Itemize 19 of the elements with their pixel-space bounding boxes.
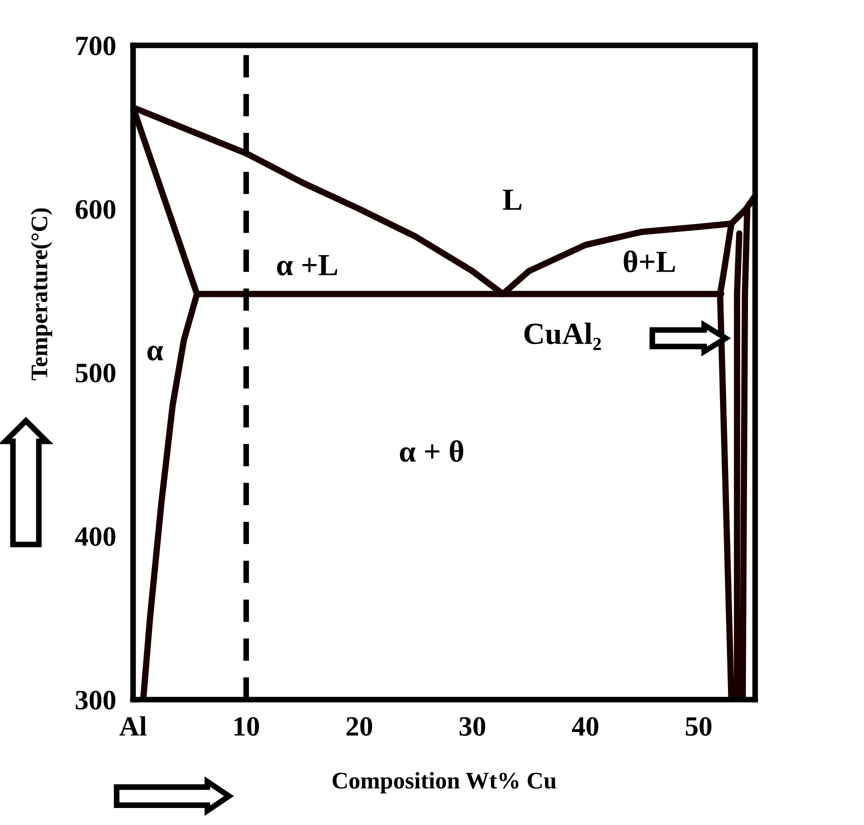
x-tick-label: 30 — [460, 717, 486, 736]
x-tick-label: Al — [119, 716, 146, 736]
y-tick-label: 300 — [76, 690, 116, 710]
y-tick-label: 500 — [76, 364, 116, 382]
annotation: θ+L — [624, 250, 675, 272]
annotation: α — [147, 346, 164, 361]
x-tick-label: 50 — [686, 717, 712, 736]
x-tick-label: 40 — [572, 717, 598, 736]
y-tick-label: 600 — [76, 200, 116, 219]
y-tick-label: 400 — [75, 527, 116, 546]
x-tick-label: 10 — [234, 717, 259, 736]
y-axis-title: Temperature(°C) — [30, 208, 52, 380]
y-tick-label: 700 — [76, 36, 116, 56]
x-axis-title: Composition Wt% Cu — [332, 772, 556, 794]
annotation: L — [502, 190, 522, 210]
annotation: CuAl₂ — [524, 322, 601, 350]
x-tick-label: 20 — [346, 717, 372, 736]
annotation: α +L — [277, 255, 338, 276]
annotation: α + θ — [400, 440, 464, 462]
